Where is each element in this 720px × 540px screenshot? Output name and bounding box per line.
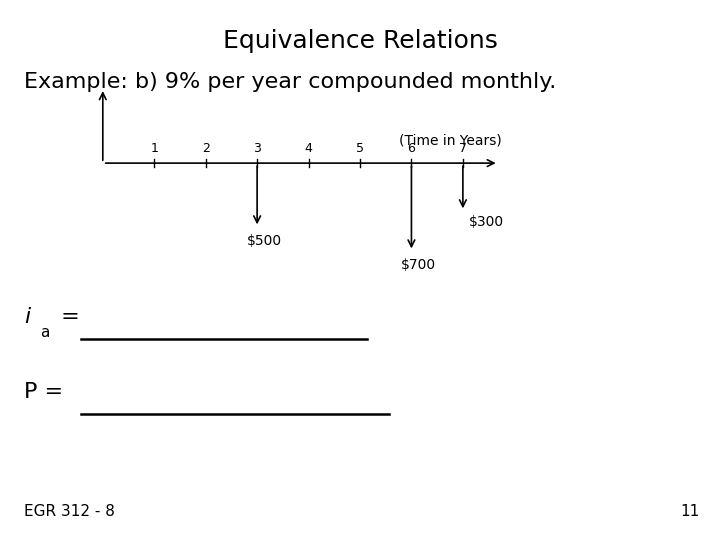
Text: a: a [40, 325, 49, 340]
Text: $500: $500 [246, 234, 282, 248]
Text: P =: P = [24, 382, 63, 402]
Text: $300: $300 [469, 215, 504, 230]
Text: 4: 4 [305, 142, 312, 155]
Text: 11: 11 [680, 503, 699, 518]
Text: Equivalence Relations: Equivalence Relations [222, 30, 498, 53]
Text: EGR 312 - 8: EGR 312 - 8 [24, 503, 115, 518]
Text: $700: $700 [401, 258, 436, 272]
Text: 2: 2 [202, 142, 210, 155]
Text: (Time in Years): (Time in Years) [400, 134, 502, 148]
Text: 3: 3 [253, 142, 261, 155]
Text: Example: b) 9% per year compounded monthly.: Example: b) 9% per year compounded month… [24, 72, 557, 92]
Text: 6: 6 [408, 142, 415, 155]
Text: 5: 5 [356, 142, 364, 155]
Text: 7: 7 [459, 142, 467, 155]
Text: 1: 1 [150, 142, 158, 155]
Text: i: i [24, 307, 30, 327]
Text: =: = [54, 307, 80, 327]
